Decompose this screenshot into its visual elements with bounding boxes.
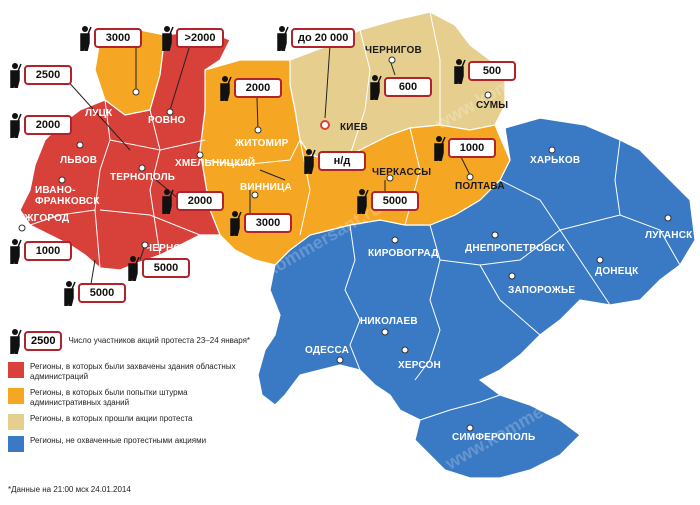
callout-chernigov: 600	[368, 74, 432, 100]
legend-item-attempt: Регионы, в которых были попытки штурма а…	[8, 388, 258, 408]
city-lutsk: ЛУЦК	[85, 108, 113, 119]
protester-icon	[454, 59, 466, 84]
callout-rovno: >2000	[160, 25, 224, 51]
protester-icon	[10, 63, 22, 88]
city-vinnitsa: ВИННИЦА	[240, 182, 292, 193]
callout-khmelnitsky: 2000	[160, 188, 224, 214]
callout-lviv-2500: 2500	[8, 62, 72, 88]
city-rovno: РОВНО	[148, 115, 186, 126]
protester-icon	[128, 256, 140, 281]
callout-vinnitsa: 3000	[228, 210, 292, 236]
protester-icon	[10, 239, 22, 264]
protester-icon	[370, 75, 382, 100]
footnote: *Данные на 21:00 мск 24.01.2014	[8, 485, 131, 494]
legend-sample-text: Число участников акций протеста 23–24 ян…	[68, 336, 251, 345]
callout-ivano-frankovsk: 5000	[62, 280, 126, 306]
callout-poltava: 1000	[432, 135, 496, 161]
callout-kiev-region: н/д	[302, 148, 366, 174]
city-zhitomir: ЖИТОМИР	[235, 138, 289, 149]
protester-icon	[162, 26, 174, 51]
city-cherkassy: ЧЕРКАССЫ	[372, 167, 432, 178]
city-kirovograd: КИРОВОГРАД	[368, 248, 439, 259]
legend-item-seized: Регионы, в которых были захвачены здания…	[8, 362, 258, 382]
protester-icon	[64, 281, 76, 306]
city-dnepropetrovsk: ДНЕПРОПЕТРОВСК	[465, 243, 565, 254]
callout-zhitomir: 2000	[218, 75, 282, 101]
city-donetsk: ДОНЕЦК	[595, 266, 639, 277]
protester-icon	[230, 211, 242, 236]
city-lugansk: ЛУГАНСК	[645, 230, 693, 241]
legend-swatch	[8, 436, 24, 452]
legend-sample: 2500 Число участников акций протеста 23–…	[8, 328, 258, 354]
city-ternopol: ТЕРНОПОЛЬ	[110, 172, 176, 183]
callout-chernovtsy: 5000	[126, 255, 190, 281]
callout-lutsk: 3000	[78, 25, 142, 51]
legend: 2500 Число участников акций протеста 23–…	[8, 328, 258, 458]
protester-icon	[10, 113, 22, 138]
city-nikolaev: НИКОЛАЕВ	[360, 316, 418, 327]
protester-icon	[10, 329, 22, 354]
legend-swatch	[8, 414, 24, 430]
callout-cherkassy: 5000	[355, 188, 419, 214]
protester-icon	[220, 76, 232, 101]
protester-icon	[277, 26, 289, 51]
city-odessa: ОДЕССА	[305, 345, 350, 356]
city-kiev: КИЕВ	[340, 122, 368, 133]
city-zaporozhe: ЗАПОРОЖЬЕ	[508, 285, 576, 296]
legend-item-protest: Регионы, в которых прошли акции протеста	[8, 414, 258, 430]
callout-uzhgorod: 1000	[8, 238, 72, 264]
callout-lviv-2000: 2000	[8, 112, 72, 138]
city-ivano-frankovsk: ИВАНО-ФРАНКОВСК	[35, 185, 100, 207]
protester-icon	[434, 136, 446, 161]
protester-icon	[80, 26, 92, 51]
protester-icon	[162, 189, 174, 214]
city-kharkov: ХАРЬКОВ	[530, 155, 581, 166]
legend-swatch	[8, 362, 24, 378]
city-simferopol: СИМФЕРОПОЛЬ	[452, 432, 536, 443]
callout-sumy: 500	[452, 58, 516, 84]
city-poltava: ПОЛТАВА	[455, 181, 505, 192]
city-uzhgorod: УЖГОРОД	[18, 213, 70, 224]
city-sumy: СУМЫ	[476, 100, 509, 111]
callout-kiev: до 20 000	[275, 25, 356, 51]
city-chernigov: ЧЕРНИГОВ	[365, 45, 422, 56]
city-lviv: ЛЬВОВ	[60, 155, 98, 166]
legend-swatch	[8, 388, 24, 404]
legend-item-none: Регионы, не охваченные протестными акция…	[8, 436, 258, 452]
protester-icon	[357, 189, 369, 214]
city-kherson: ХЕРСОН	[398, 360, 441, 371]
city-khmelnitsky: ХМЕЛЬНИЦКИЙ	[175, 158, 256, 169]
protester-icon	[304, 149, 316, 174]
city-chernovtsy: ЧЕРНОВЦЫ	[145, 243, 207, 254]
legend-sample-value: 2500	[24, 331, 63, 351]
